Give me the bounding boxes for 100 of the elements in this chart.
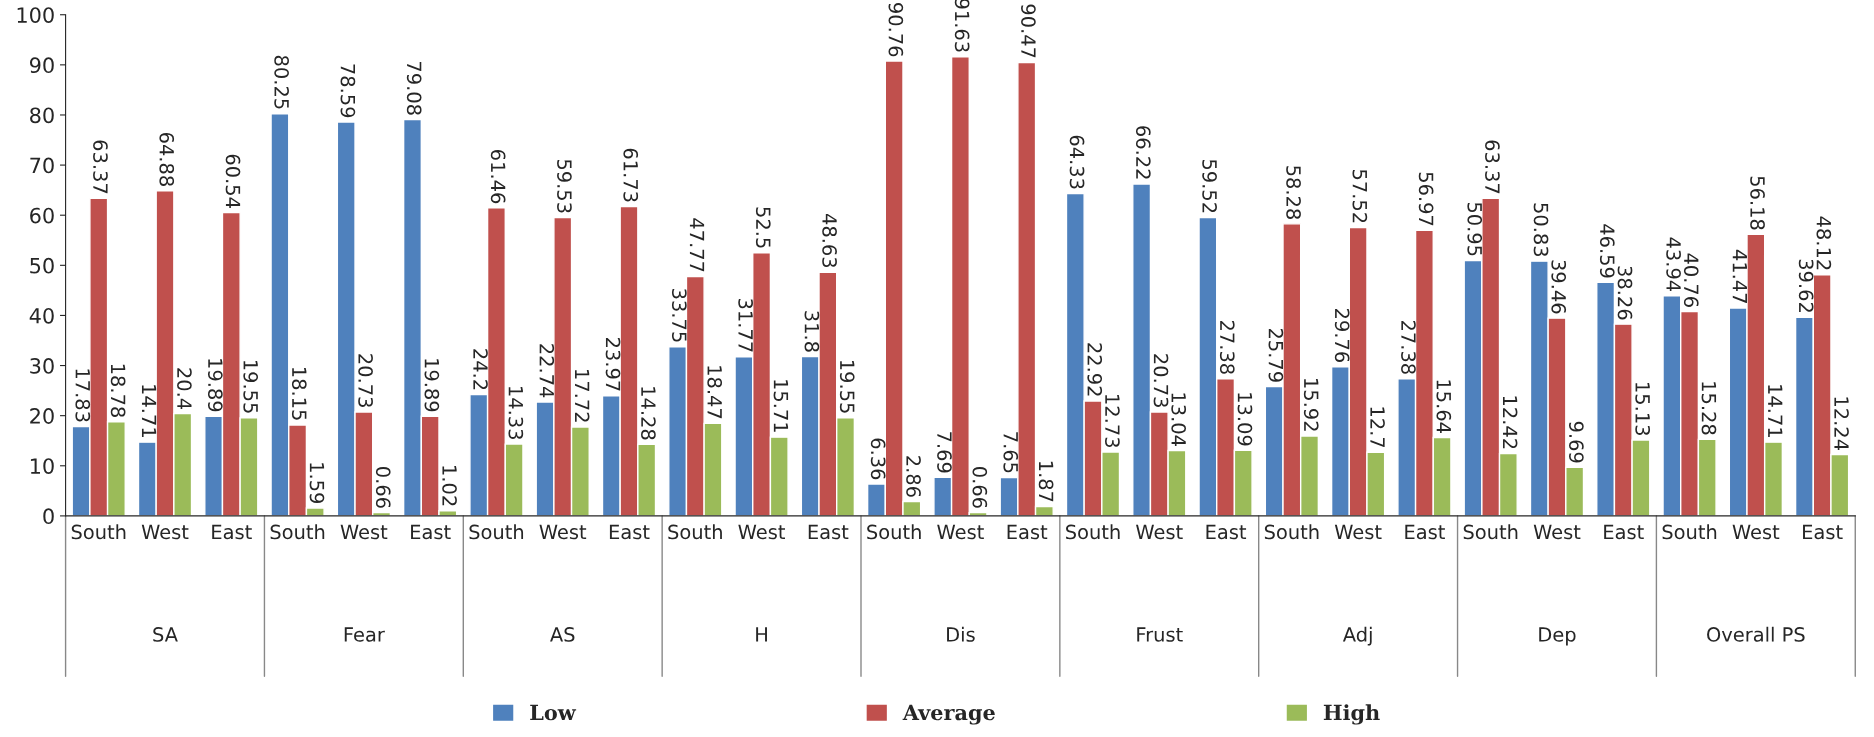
- data-label: 12.24: [1834, 397, 1849, 450]
- y-tick-label: 60: [30, 207, 54, 224]
- y-tick-label: 0: [43, 508, 54, 525]
- x-tick-label: South: [1463, 524, 1518, 540]
- data-label: 1.59: [309, 463, 325, 504]
- text: Dep: [1539, 627, 1576, 646]
- data-label: 7.65: [1003, 432, 1019, 473]
- data-label: 17.83: [75, 369, 91, 422]
- data-label: 33.75: [671, 289, 687, 342]
- data-label: 31.77: [738, 298, 753, 352]
- data-label: 52.5: [755, 207, 771, 248]
- data-label: 41.47: [1732, 249, 1747, 303]
- data-label: 50.83: [1533, 203, 1549, 257]
- x-tick-label: East: [1803, 524, 1843, 540]
- data-label: 1.02: [442, 466, 457, 506]
- data-label: 13.09: [1237, 393, 1253, 446]
- data-label: 17.72: [575, 370, 590, 422]
- data-label: 18.47: [707, 366, 723, 419]
- data-label: 48.63: [822, 213, 837, 268]
- data-label: 60.54: [225, 154, 241, 208]
- data-label: 47.77: [689, 218, 705, 272]
- data-label: 15.71: [773, 380, 789, 432]
- x-tick-label: West: [340, 524, 388, 540]
- data-label: 61.46: [490, 150, 506, 204]
- data-label: 31.8: [804, 311, 820, 352]
- data-label: 59.52: [1202, 159, 1217, 213]
- data-label: 14.33: [508, 387, 524, 440]
- data-label: 6.36: [870, 438, 886, 480]
- legend-label: Average: [902, 704, 995, 725]
- data-label: 61.73: [623, 148, 639, 202]
- data-label: 14.71: [1768, 385, 1783, 437]
- x-tick-label: West: [1533, 524, 1581, 540]
- x-tick-label: South: [1066, 524, 1120, 540]
- data-label: 64.88: [159, 132, 175, 186]
- x-tick-label: East: [1405, 524, 1445, 540]
- x-tick-label: South: [270, 524, 325, 540]
- x-tick-label: East: [1604, 524, 1644, 540]
- data-label: 0.66: [375, 467, 391, 508]
- legend-label: High: [1323, 704, 1380, 725]
- data-label: 39.62: [1798, 259, 1814, 312]
- y-tick-label: 100: [17, 7, 54, 23]
- data-label: 20.73: [358, 354, 373, 407]
- x-tick-label: East: [609, 524, 650, 540]
- y-tick-label: 40: [29, 307, 54, 324]
- data-label: 13.04: [1171, 393, 1187, 446]
- x-tick-label: South: [867, 524, 921, 540]
- data-label: 14.28: [641, 387, 656, 440]
- text: Fear: [344, 627, 385, 642]
- data-label: 43.94: [1666, 237, 1681, 292]
- data-label: 25.79: [1268, 328, 1284, 382]
- data-label: 66.22: [1135, 126, 1151, 179]
- data-label: 15.13: [1635, 383, 1651, 436]
- data-label: 40.76: [1683, 253, 1699, 307]
- data-label: 90.47: [1021, 4, 1036, 58]
- data-label: 15.64: [1436, 380, 1452, 433]
- text: Overall PS: [1707, 626, 1805, 642]
- x-tick-label: South: [1264, 524, 1319, 540]
- data-label: 14.71: [141, 385, 157, 437]
- x-tick-label: South: [469, 524, 524, 540]
- x-tick-label: West: [141, 524, 189, 540]
- y-tick-label: 10: [30, 458, 54, 474]
- x-tick-label: East: [411, 524, 451, 540]
- data-label: 29.76: [1334, 309, 1350, 363]
- data-label: 46.59: [1599, 224, 1615, 278]
- data-label: 9.69: [1569, 421, 1584, 463]
- x-tick-label: West: [738, 524, 786, 540]
- data-label: 19.55: [839, 360, 855, 413]
- x-tick-label: South: [71, 524, 126, 540]
- data-label: 18.15: [291, 367, 307, 420]
- data-label: 39.46: [1551, 260, 1567, 314]
- text: H: [756, 627, 767, 642]
- data-label: 80.25: [274, 55, 289, 109]
- y-tick-label: 80: [30, 107, 54, 124]
- data-label: 63.37: [93, 140, 108, 194]
- x-tick-label: West: [1732, 524, 1780, 540]
- text: AS: [550, 627, 575, 642]
- data-label: 0.66: [972, 467, 988, 508]
- x-tick-label: West: [937, 524, 984, 540]
- text: Dis: [947, 626, 975, 642]
- data-label: 23.97: [605, 338, 621, 391]
- x-tick-label: South: [1662, 524, 1717, 540]
- data-label: 38.26: [1617, 266, 1633, 320]
- text: SA: [153, 627, 178, 642]
- text: Frust: [1137, 627, 1183, 642]
- legend-label: Low: [530, 704, 577, 721]
- data-label: 20.73: [1153, 354, 1169, 407]
- data-label: 15.28: [1701, 382, 1717, 435]
- data-label: 50.95: [1467, 202, 1483, 256]
- x-tick-label: East: [212, 524, 252, 540]
- data-label: 59.53: [557, 159, 572, 213]
- data-label: 58.28: [1286, 166, 1301, 219]
- data-label: 63.37: [1485, 140, 1500, 194]
- y-tick-label: 50: [30, 257, 54, 274]
- data-label: 79.08: [406, 62, 422, 115]
- data-label: 7.69: [937, 432, 952, 473]
- data-label: 27.38: [1219, 320, 1235, 374]
- data-label: 20.4: [177, 368, 192, 410]
- data-label: 22.92: [1087, 343, 1103, 396]
- data-label: 19.89: [207, 359, 223, 412]
- data-label: 19.89: [424, 359, 440, 412]
